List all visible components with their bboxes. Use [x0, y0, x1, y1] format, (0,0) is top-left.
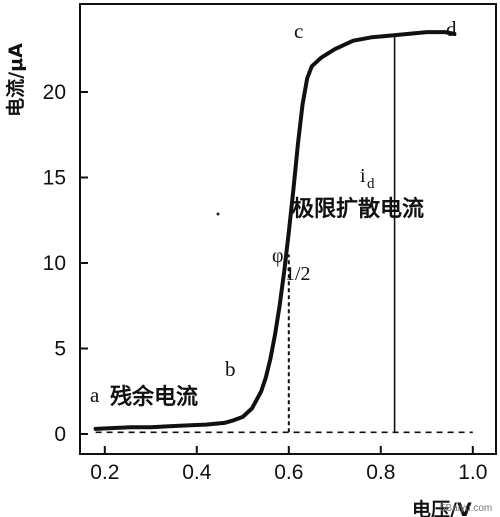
y-tick-label: 0 [54, 423, 66, 446]
x-tick-label: 0.2 [90, 461, 119, 484]
data-point [310, 65, 313, 68]
data-point [260, 390, 263, 393]
y-tick-label: 15 [43, 167, 66, 190]
limiting-diffusion-current-label: 极限扩散电流 [292, 196, 424, 222]
data-point [232, 419, 235, 422]
data-point [444, 30, 447, 34]
data-point [407, 32, 410, 36]
data-point [425, 30, 428, 34]
data-point [388, 34, 392, 37]
data-point [278, 304, 281, 307]
data-point [264, 376, 267, 379]
point-label-b: b [225, 357, 236, 381]
x-tick-label: 0.4 [182, 461, 212, 484]
data-point [149, 426, 152, 429]
data-point [301, 102, 304, 106]
y-tick-label: 20 [43, 81, 66, 104]
data-point [283, 270, 286, 273]
data-point [370, 36, 373, 39]
data-point [292, 188, 295, 191]
series-layer [93, 30, 457, 431]
point-label-a: a [90, 383, 100, 407]
data-point [319, 56, 323, 59]
data-point [223, 421, 226, 425]
x-tick-label: 0.6 [274, 461, 303, 484]
x-axis-title: 电压/V [412, 498, 472, 517]
data-point [333, 48, 336, 51]
point-label-d: d [446, 17, 457, 41]
data-point [241, 415, 244, 419]
half-wave-symbol: φ [272, 245, 284, 267]
y-axis-title: 电流/μA [4, 43, 27, 117]
data-point [453, 32, 456, 36]
data-point [269, 357, 272, 360]
data-point [186, 424, 189, 427]
x-tick-label: 1.0 [458, 461, 487, 484]
data-point [131, 426, 134, 429]
residual-current-label: 残余电流 [110, 384, 198, 410]
data-point [287, 231, 290, 234]
data-point [250, 407, 254, 410]
reference-lines [95, 35, 473, 434]
data-point [306, 77, 309, 80]
data-point [94, 427, 97, 431]
y-tick-label: 10 [43, 252, 66, 275]
data-point [273, 333, 277, 336]
x-tick-label: 0.8 [366, 461, 395, 484]
data-point [204, 423, 208, 426]
point-label-c: c [294, 19, 303, 43]
id-subscript: d [367, 176, 375, 192]
id-symbol: i [360, 165, 366, 187]
y-tick-label: 5 [54, 338, 66, 361]
watermark: 5Baiyu.com [440, 503, 492, 514]
data-point [168, 425, 171, 428]
scan-speck [216, 212, 220, 216]
half-wave-subscript: 1/2 [285, 263, 311, 285]
data-point [352, 39, 355, 42]
ticks-layer: 0.2 0.4 0.6 0.8 1.0 0 5 10 15 20 [43, 81, 488, 484]
data-point [112, 426, 116, 430]
polarographic-wave-line [93, 30, 457, 431]
data-point [296, 142, 300, 145]
